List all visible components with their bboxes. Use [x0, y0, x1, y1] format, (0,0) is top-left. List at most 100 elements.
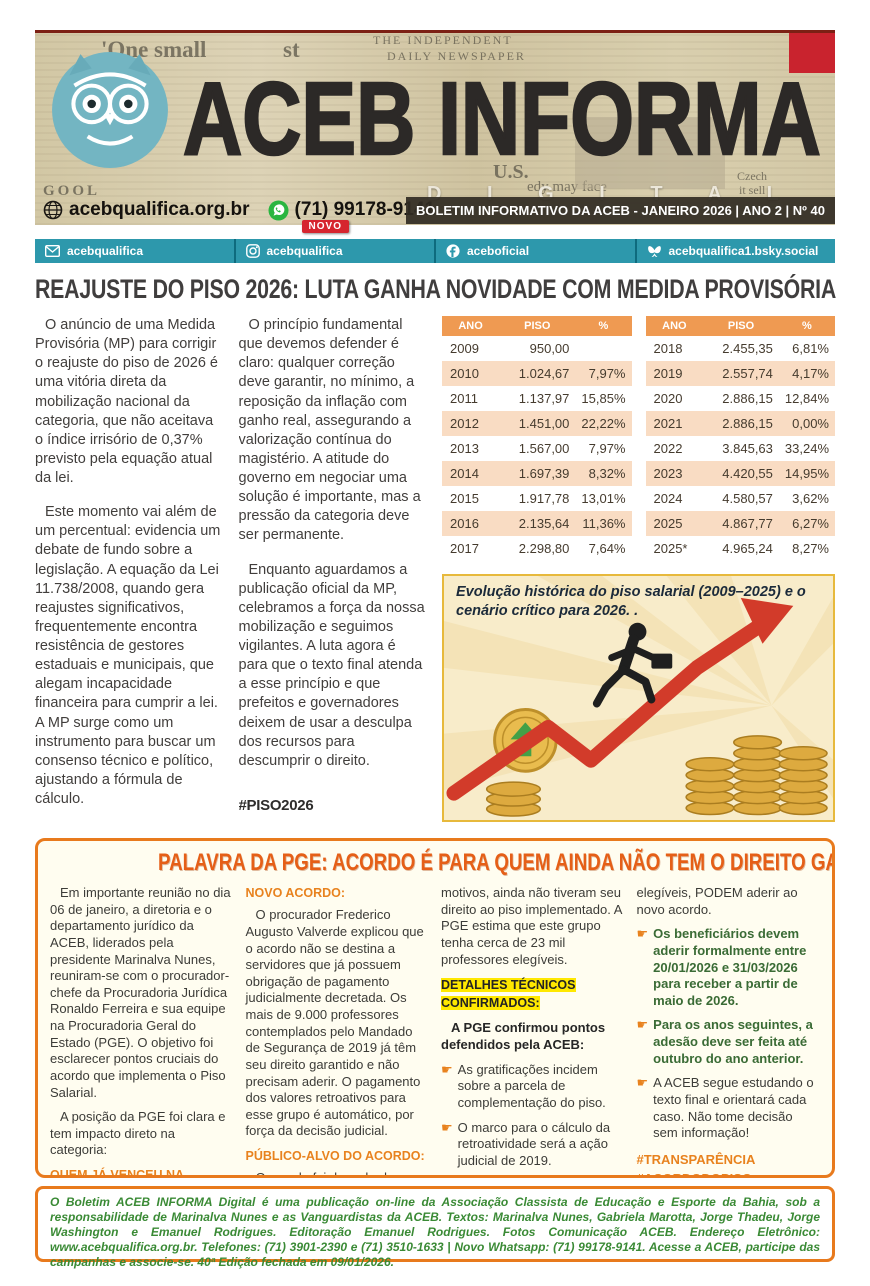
newspaper-texture-word: DAILY NEWSPAPER — [387, 49, 526, 63]
social-handle[interactable]: acebqualifica — [266, 244, 343, 258]
website-url[interactable]: acebqualifica.org.br — [69, 199, 250, 220]
bullet-item: ☛ A ACEB segue estudando o texto final e… — [637, 1075, 821, 1142]
bullet-text: As gratificações incidem sobre a parcela… — [457, 1061, 606, 1110]
article-paragraph: Enquanto aguardamos a publicação oficial… — [238, 561, 425, 769]
newspaper-texture-photo — [575, 117, 725, 189]
article-paragraph: O princípio fundamental que devemos defe… — [238, 317, 421, 544]
cell-piso: 2.135,64 — [518, 516, 570, 531]
whatsapp-contact[interactable]: (71) 99178-9141 NOVO — [268, 199, 436, 233]
social-chip-instagram[interactable]: acebqualifica — [235, 239, 436, 263]
cell-pct: 13,01% — [581, 491, 626, 506]
globe-icon — [43, 200, 63, 220]
footer-credits-text: O Boletim ACEB INFORMA Digital é uma pub… — [50, 1195, 820, 1269]
article-hashtags: #PISO2026 #REAJUSTEJUSTO #LEI11738 #VALO… — [239, 795, 429, 822]
pge-title-wrap: PALAVRA DA PGE: ACORDO É PARA QUEM AINDA… — [50, 849, 832, 877]
table-row: 2018 2.455,35 6,81% — [646, 336, 836, 361]
cell-year: 2017 — [450, 541, 479, 556]
cell-pct: 7,97% — [588, 441, 626, 456]
pge-hashtags: #TRANSPARÊNCIA #ACORDODOPISO #ACEBNALUTA — [637, 1150, 821, 1175]
cell-year: 2014 — [450, 466, 479, 481]
social-chip-bluesky[interactable]: acebqualifica1.bsky.social — [636, 239, 835, 263]
cell-year: 2010 — [450, 366, 479, 381]
bullet-item: ☛ O marco para o cálculo da retroativida… — [441, 1120, 625, 1170]
table-row: 2013 1.567,00 7,97% — [442, 436, 632, 461]
masthead: 'One small st THE INDEPENDENT DAILY NEWS… — [35, 33, 835, 233]
bulletin-info: BOLETIM INFORMATIVO DA ACEB - JANEIRO 20… — [405, 197, 835, 224]
bluesky-icon — [647, 245, 662, 258]
pge-paragraph: motivos, ainda não tiveram seu direito a… — [441, 885, 622, 967]
cell-pct: 11,36% — [582, 516, 626, 531]
cell-piso: 2.886,15 — [722, 391, 773, 406]
whatsapp-icon — [268, 200, 289, 221]
cell-pct: 0,00% — [792, 416, 829, 431]
illustration-caption: Evolução histórica do piso salarial (200… — [456, 584, 806, 619]
cell-piso: 4.420,55 — [722, 466, 773, 481]
social-handle[interactable]: aceboficial — [467, 244, 530, 258]
table-row: 2020 2.886,15 12,84% — [646, 386, 836, 411]
table-row: 2025* 4.965,24 8,27% — [646, 536, 836, 561]
newspaper-texture-word: Czech — [737, 169, 767, 183]
table-row: 2023 4.420,55 14,95% — [645, 461, 835, 486]
cell-year: 2025 — [653, 516, 683, 531]
whatsapp-number[interactable]: (71) 99178-9141 — [294, 199, 436, 220]
piso-table-left-wrap: ANO PISO % 2009 950,00 — [442, 316, 632, 564]
cell-year: 2015 — [450, 491, 479, 506]
piso-table-2018-2025: ANO PISO % 2018 2.455,35 6,81% — [645, 316, 836, 561]
bullet-text: Os beneficiários devem aderir formalment… — [653, 926, 807, 1008]
cell-piso: 2.557,74 — [722, 366, 773, 381]
cell-year: 2022 — [653, 441, 683, 456]
top-divider — [35, 30, 835, 33]
cell-year: 2009 — [450, 341, 479, 356]
pointer-icon: ☛ — [441, 1061, 453, 1077]
cell-piso: 4.580,57 — [722, 491, 773, 506]
bullet-text: Para os anos seguintes, a adesão deve se… — [653, 1017, 813, 1066]
bullet-item: ☛ Os beneficiários devem aderir formalme… — [637, 926, 821, 1009]
owl-icon — [52, 52, 168, 168]
social-chip-facebook[interactable]: aceboficial — [436, 239, 637, 263]
cell-piso: 1.451,00 — [518, 416, 570, 431]
cell-year: 2025* — [653, 541, 688, 556]
social-bar: acebqualifica acebqualifica aceboficial — [35, 239, 835, 263]
table-row: 2025 4.867,77 6,27% — [645, 511, 835, 536]
facebook-icon — [446, 244, 460, 258]
pge-column-1: Em importante reunião no dia 06 de janei… — [50, 885, 234, 1175]
cell-pct: 14,95% — [784, 466, 829, 481]
social-handle[interactable]: acebqualifica1.bsky.social — [668, 244, 819, 258]
table-row: 2024 4.580,57 3,62% — [646, 486, 836, 511]
cell-pct: 7,64% — [588, 541, 626, 556]
main-headline: REAJUSTE DO PISO 2026: LUTA GANHA NOVIDA… — [35, 274, 836, 304]
col-header-pct: % — [575, 316, 632, 336]
social-handle[interactable]: acebqualifica — [67, 244, 144, 258]
table-row: 2011 1.137,97 15,85% — [442, 386, 632, 411]
hashtags-line: #PISO2026 #REAJUSTEJUSTO — [238, 796, 373, 822]
table-row: 2010 1.024,67 7,97% — [442, 361, 632, 386]
col-header-ano: ANO — [442, 316, 500, 336]
newspaper-texture-word: it sell — [739, 183, 766, 197]
pge-bold-lead: A PGE confirmou pontos defendidos pela A… — [441, 1020, 606, 1052]
cell-pct: 8,27% — [792, 541, 829, 556]
cell-piso: 950,00 — [529, 341, 570, 356]
article-column-2: O princípio fundamental que devemos defe… — [239, 316, 429, 822]
pge-column-4: elegíveis, PODEM aderir ao novo acordo. … — [637, 885, 821, 1175]
bullet-text: A ACEB segue estudando o texto final e o… — [653, 1075, 814, 1141]
table-row: 2017 2.298,80 7,64% — [442, 536, 632, 561]
cell-year: 2021 — [653, 416, 683, 431]
pointer-icon: ☛ — [636, 1075, 649, 1091]
table-row: 2019 2.557,74 4,17% — [645, 361, 835, 386]
pge-paragraph: O acordo foi desenhado para os professor… — [246, 1170, 430, 1175]
col-header-ano: ANO — [645, 316, 704, 336]
pge-subheading: PÚBLICO-ALVO DO ACORDO: — [245, 1149, 425, 1163]
red-corner-block — [789, 33, 835, 73]
newsletter-title: ACEB INFORMA — [182, 61, 822, 178]
table-row: 2022 3.845,63 33,24% — [646, 436, 836, 461]
cell-year: 2018 — [653, 341, 683, 356]
bullet-item: ☛ As gratificações incidem sobre a parce… — [441, 1062, 625, 1112]
pge-headline: PALAVRA DA PGE: ACORDO É PARA QUEM AINDA… — [158, 849, 832, 876]
social-chip-email[interactable]: acebqualifica — [35, 239, 236, 263]
cell-piso: 2.298,80 — [518, 541, 570, 556]
cell-piso: 1.024,67 — [518, 366, 570, 381]
table-header-row: ANO PISO % — [442, 316, 632, 336]
cell-piso: 2.455,35 — [722, 341, 773, 356]
website-link[interactable]: acebqualifica.org.br — [43, 199, 250, 221]
